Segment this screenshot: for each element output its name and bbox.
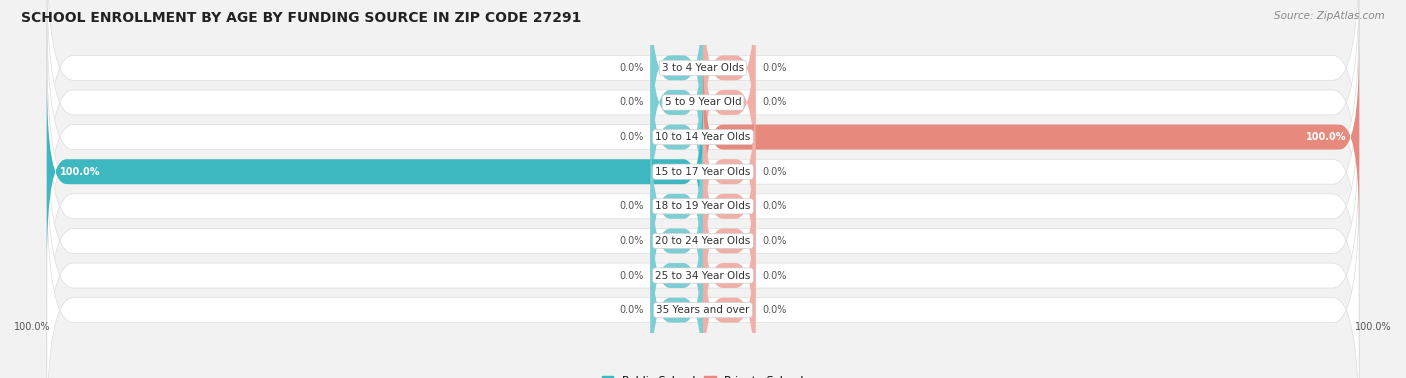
FancyBboxPatch shape bbox=[46, 184, 1360, 378]
Legend: Public School, Private School: Public School, Private School bbox=[598, 371, 808, 378]
FancyBboxPatch shape bbox=[651, 0, 703, 159]
FancyBboxPatch shape bbox=[46, 115, 1360, 367]
Text: SCHOOL ENROLLMENT BY AGE BY FUNDING SOURCE IN ZIP CODE 27291: SCHOOL ENROLLMENT BY AGE BY FUNDING SOUR… bbox=[21, 11, 582, 25]
Text: 0.0%: 0.0% bbox=[762, 236, 786, 246]
Text: 100.0%: 100.0% bbox=[14, 322, 51, 332]
Text: 100.0%: 100.0% bbox=[1355, 322, 1392, 332]
FancyBboxPatch shape bbox=[651, 115, 703, 298]
Text: 0.0%: 0.0% bbox=[620, 63, 644, 73]
Text: 0.0%: 0.0% bbox=[762, 63, 786, 73]
Text: 0.0%: 0.0% bbox=[620, 305, 644, 315]
Text: 15 to 17 Year Olds: 15 to 17 Year Olds bbox=[655, 167, 751, 177]
FancyBboxPatch shape bbox=[703, 11, 755, 194]
Text: 0.0%: 0.0% bbox=[620, 201, 644, 211]
Text: 0.0%: 0.0% bbox=[620, 98, 644, 107]
FancyBboxPatch shape bbox=[703, 46, 1360, 228]
Text: 5 to 9 Year Old: 5 to 9 Year Old bbox=[665, 98, 741, 107]
Text: 0.0%: 0.0% bbox=[762, 201, 786, 211]
FancyBboxPatch shape bbox=[46, 80, 1360, 332]
FancyBboxPatch shape bbox=[46, 80, 703, 263]
Text: 0.0%: 0.0% bbox=[620, 132, 644, 142]
Text: 20 to 24 Year Olds: 20 to 24 Year Olds bbox=[655, 236, 751, 246]
FancyBboxPatch shape bbox=[46, 0, 1360, 228]
FancyBboxPatch shape bbox=[46, 150, 1360, 378]
FancyBboxPatch shape bbox=[651, 150, 703, 332]
Text: 3 to 4 Year Olds: 3 to 4 Year Olds bbox=[662, 63, 744, 73]
FancyBboxPatch shape bbox=[703, 0, 755, 159]
Text: 0.0%: 0.0% bbox=[762, 167, 786, 177]
FancyBboxPatch shape bbox=[46, 46, 1360, 298]
Text: Source: ZipAtlas.com: Source: ZipAtlas.com bbox=[1274, 11, 1385, 21]
Text: 0.0%: 0.0% bbox=[762, 271, 786, 280]
Text: 100.0%: 100.0% bbox=[1306, 132, 1346, 142]
Text: 0.0%: 0.0% bbox=[620, 271, 644, 280]
Text: 100.0%: 100.0% bbox=[60, 167, 100, 177]
Text: 0.0%: 0.0% bbox=[762, 98, 786, 107]
FancyBboxPatch shape bbox=[703, 184, 755, 367]
Text: 25 to 34 Year Olds: 25 to 34 Year Olds bbox=[655, 271, 751, 280]
FancyBboxPatch shape bbox=[703, 80, 755, 263]
FancyBboxPatch shape bbox=[651, 46, 703, 228]
FancyBboxPatch shape bbox=[703, 115, 755, 298]
FancyBboxPatch shape bbox=[651, 219, 703, 378]
FancyBboxPatch shape bbox=[703, 150, 755, 332]
FancyBboxPatch shape bbox=[46, 0, 1360, 194]
Text: 10 to 14 Year Olds: 10 to 14 Year Olds bbox=[655, 132, 751, 142]
FancyBboxPatch shape bbox=[651, 184, 703, 367]
FancyBboxPatch shape bbox=[703, 219, 755, 378]
FancyBboxPatch shape bbox=[46, 11, 1360, 263]
FancyBboxPatch shape bbox=[651, 11, 703, 194]
Text: 35 Years and over: 35 Years and over bbox=[657, 305, 749, 315]
Text: 0.0%: 0.0% bbox=[762, 305, 786, 315]
Text: 0.0%: 0.0% bbox=[620, 236, 644, 246]
Text: 18 to 19 Year Olds: 18 to 19 Year Olds bbox=[655, 201, 751, 211]
